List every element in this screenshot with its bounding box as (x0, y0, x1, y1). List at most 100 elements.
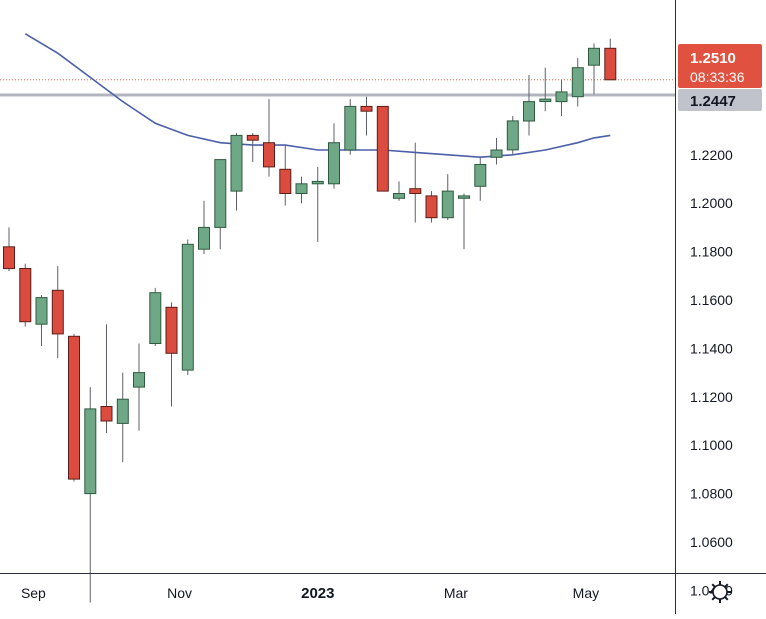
price-tick-label: 1.1000 (690, 437, 733, 453)
candle-body-up (490, 149, 503, 158)
candle[interactable] (539, 67, 552, 112)
candle-body-up (344, 105, 357, 151)
candle[interactable] (263, 99, 275, 177)
candle[interactable] (165, 302, 178, 407)
candle-body-up (311, 180, 324, 185)
candle-body-up (328, 142, 340, 185)
candle-body-down (100, 406, 113, 422)
candle-body-up (523, 101, 535, 122)
price-tick-label: 1.1600 (690, 292, 733, 308)
price-labels: 1.2510 08:33:36 1.2447 (678, 44, 762, 111)
candle[interactable] (149, 287, 162, 346)
candle-body-down (376, 105, 389, 192)
last-price-label: 1.2510 (690, 50, 736, 67)
gear-icon[interactable] (709, 581, 731, 603)
candle[interactable] (458, 193, 470, 250)
candle-body-up (393, 193, 405, 199)
candle[interactable] (19, 263, 32, 327)
candle-body-up (295, 183, 308, 195)
candle[interactable] (588, 43, 600, 95)
candle[interactable] (425, 191, 438, 223)
price-tick-label: 1.1200 (690, 389, 733, 405)
candle-body-down (279, 168, 292, 195)
candle-body-up (149, 292, 162, 345)
time-tick-label: May (573, 585, 599, 601)
candle[interactable] (279, 145, 292, 206)
candle[interactable] (51, 266, 64, 359)
candle[interactable] (214, 159, 227, 250)
price-tick-label: 1.0600 (690, 534, 733, 550)
level-label-box (678, 89, 762, 111)
candle[interactable] (133, 343, 145, 431)
candle-body-down (19, 268, 32, 323)
candle[interactable] (181, 239, 194, 376)
candle[interactable] (571, 58, 584, 107)
time-tick-label: Nov (167, 585, 192, 601)
candle-body-up (133, 372, 145, 388)
candle[interactable] (393, 181, 405, 201)
candle[interactable] (100, 324, 113, 434)
candle[interactable] (604, 38, 617, 81)
candle-body-down (263, 142, 275, 168)
time-tick-label: 2023 (301, 585, 334, 602)
level-price-label: 1.2447 (690, 93, 736, 110)
candle-body-up (571, 67, 584, 98)
price-tick-label: 1.0800 (690, 486, 733, 502)
candle[interactable] (328, 123, 340, 189)
candle-body-up (198, 226, 210, 250)
candle[interactable] (523, 74, 535, 136)
candle-body-down (51, 289, 64, 335)
candle-body-up (35, 297, 48, 325)
candle-body-up (214, 159, 227, 228)
candle[interactable] (441, 174, 454, 221)
time-tick-label: Mar (444, 585, 468, 601)
candle[interactable] (3, 227, 15, 271)
candle-body-down (360, 105, 373, 112)
candle[interactable] (246, 133, 259, 163)
candle-body-up (506, 120, 519, 151)
candle[interactable] (295, 176, 308, 204)
candle[interactable] (198, 200, 210, 255)
candle-body-up (84, 408, 97, 495)
candle[interactable] (376, 105, 389, 192)
candle[interactable] (474, 157, 487, 201)
candle-body-down (68, 335, 80, 480)
candle-body-down (425, 195, 438, 219)
candle-body-down (409, 188, 422, 194)
candle-body-up (474, 164, 487, 187)
candle-body-down (165, 306, 178, 354)
candle-body-up (230, 134, 243, 192)
price-tick-label: 1.2000 (690, 195, 733, 211)
candle[interactable] (35, 295, 48, 346)
candle[interactable] (230, 133, 243, 211)
candle[interactable] (311, 166, 324, 242)
candle-body-up (458, 195, 470, 199)
last-price-label-box (678, 44, 762, 88)
candle[interactable] (84, 387, 97, 603)
countdown-label: 08:33:36 (690, 69, 745, 85)
candle[interactable] (360, 96, 373, 136)
candle-body-up (181, 243, 194, 371)
candle-body-up (555, 91, 568, 103)
candle-body-up (441, 190, 454, 219)
candle[interactable] (344, 99, 357, 155)
price-tick-label: 1.1800 (690, 244, 733, 260)
candle-body-up (539, 98, 552, 102)
price-tick-label: 1.2200 (690, 147, 733, 163)
time-tick-label: Sep (21, 585, 46, 601)
plot-area[interactable] (0, 33, 675, 603)
candle[interactable] (555, 79, 568, 117)
candle[interactable] (506, 116, 519, 155)
candle-body-up (116, 398, 129, 424)
candle[interactable] (68, 333, 80, 482)
gear-ring (712, 584, 728, 600)
candle[interactable] (116, 372, 129, 463)
candle-body-up (588, 47, 600, 66)
candle[interactable] (409, 142, 422, 223)
candle[interactable] (490, 137, 503, 165)
candle-body-down (3, 246, 15, 270)
price-tick-label: 1.1400 (690, 340, 733, 356)
